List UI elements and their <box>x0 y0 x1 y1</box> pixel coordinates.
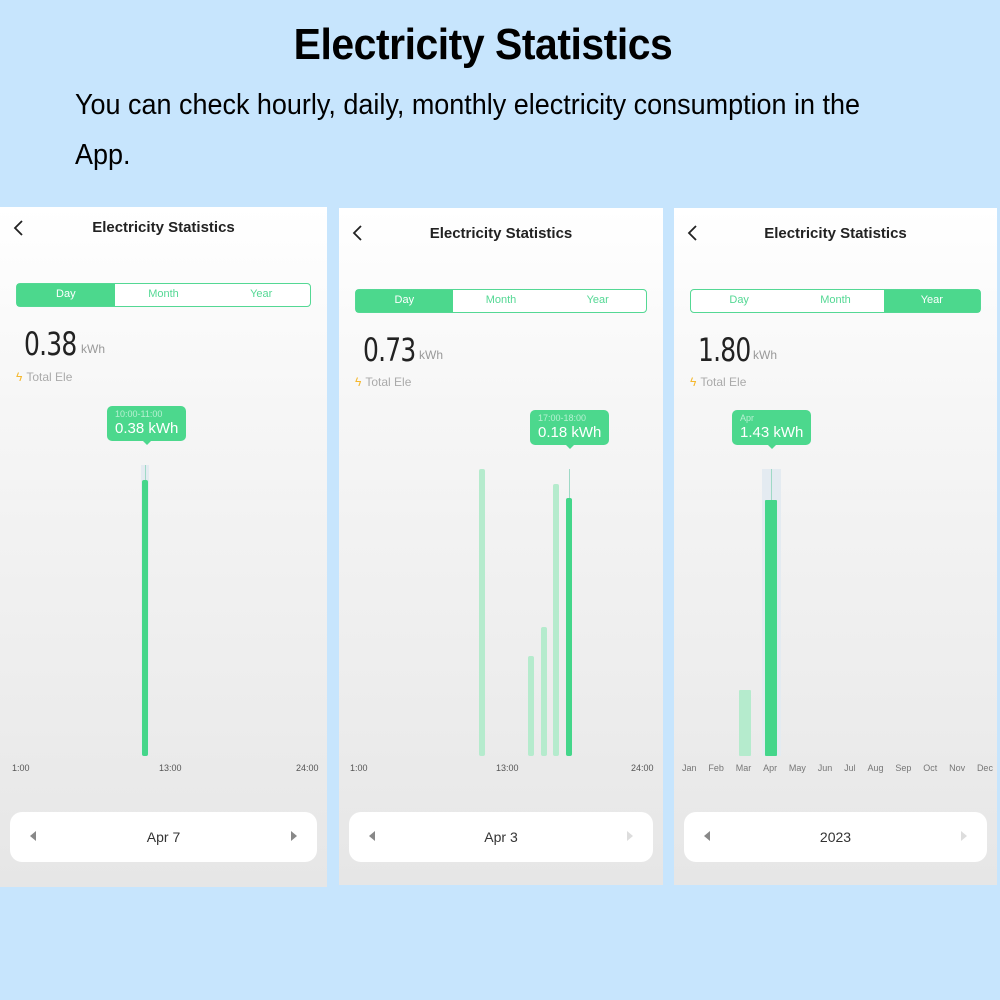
total-label: Total Ele <box>365 375 412 389</box>
x-axis-label: 1:00 <box>12 763 30 773</box>
total-label-row: ϟ Total Ele <box>355 375 411 389</box>
bar-tooltip: 17:00-18:00 0.18 kWh <box>530 410 610 449</box>
x-axis-label: 24:00 <box>296 763 319 773</box>
tooltip-value: 0.38 kWh <box>115 420 179 437</box>
prev-arrow-icon[interactable] <box>30 831 36 841</box>
x-axis-label: Dec <box>976 763 993 773</box>
lightning-bolt-icon: ϟ <box>355 375 362 389</box>
year-label: 2023 <box>819 829 852 845</box>
x-axis-label: Apr <box>763 763 778 773</box>
tab-month[interactable]: Month <box>820 294 851 306</box>
chart-bar[interactable] <box>479 469 485 756</box>
chart-area <box>339 463 663 756</box>
chart-bar[interactable] <box>553 484 559 756</box>
lightning-bolt-icon: ϟ <box>16 370 23 384</box>
chart-bar-apr-selected[interactable] <box>765 500 777 756</box>
chart-bar[interactable] <box>528 656 534 756</box>
total-value: 0.73 <box>363 331 416 369</box>
x-axis-label: Jun <box>817 763 833 773</box>
tab-day[interactable]: Day <box>729 294 749 306</box>
tab-year[interactable]: Year <box>250 288 273 300</box>
prev-arrow-icon[interactable] <box>369 831 375 841</box>
total-unit: kWh <box>81 342 105 356</box>
period-tabs: Day Month Year <box>16 283 311 307</box>
chart-area <box>0 457 327 756</box>
date-navigator: Apr 7 <box>10 812 317 862</box>
next-arrow-icon[interactable] <box>291 831 297 841</box>
lightning-bolt-icon: ϟ <box>690 375 697 389</box>
period-tabs: Day Month Year <box>355 289 647 313</box>
tooltip-period: Apr <box>740 413 755 423</box>
chart-bar[interactable] <box>142 480 148 756</box>
date-label: Apr 7 <box>146 829 181 845</box>
total-value: 1.80 <box>698 331 751 369</box>
period-tabs: Day Month Year <box>690 289 981 313</box>
phone-screen-year-2023: Electricity Statistics Day Month Year 1.… <box>674 208 997 885</box>
x-axis-label: 13:00 <box>159 763 182 773</box>
x-axis-label: Aug <box>867 763 884 773</box>
next-arrow-icon[interactable] <box>627 831 633 841</box>
prev-arrow-icon[interactable] <box>704 831 710 841</box>
tooltip-value: 0.18 kWh <box>538 424 602 441</box>
back-button[interactable] <box>12 219 26 236</box>
total-unit: kWh <box>753 348 777 362</box>
total-label: Total Ele <box>26 370 73 384</box>
tab-year[interactable]: Year <box>883 290 980 312</box>
x-axis-label: 1:00 <box>350 763 368 773</box>
tooltip-period: 10:00-11:00 <box>115 409 163 419</box>
x-axis-label: Mar <box>735 763 752 773</box>
total-label: Total Ele <box>700 375 747 389</box>
tooltip-period: 17:00-18:00 <box>538 413 587 423</box>
x-axis-label: May <box>788 763 806 773</box>
x-axis-label: 24:00 <box>631 763 654 773</box>
bar-cursor-line <box>771 469 772 500</box>
page-heading: Electricity Statistics <box>293 20 673 69</box>
date-navigator: Apr 3 <box>349 812 653 862</box>
phone-screen-day-apr7: Electricity Statistics Day Month Year 0.… <box>0 207 327 887</box>
bar-tooltip: 10:00-11:00 0.38 kWh <box>107 406 187 445</box>
x-axis-label: Nov <box>949 763 966 773</box>
next-arrow-icon[interactable] <box>961 831 967 841</box>
x-axis-label: 13:00 <box>496 763 519 773</box>
phone-screen-day-apr3: Electricity Statistics Day Month Year 0.… <box>339 208 663 885</box>
date-label: Apr 3 <box>484 829 518 845</box>
screen-title: Electricity Statistics <box>764 225 907 242</box>
bar-cursor-line <box>145 465 146 485</box>
tab-day[interactable]: Day <box>17 284 115 306</box>
chevron-left-icon <box>352 225 362 241</box>
bar-cursor-line <box>569 469 570 499</box>
total-label-row: ϟ Total Ele <box>690 375 746 389</box>
back-button[interactable] <box>686 224 700 241</box>
month-axis: Jan Feb Mar Apr May Jun Jul Aug Sep Oct … <box>682 763 993 773</box>
screen-title: Electricity Statistics <box>429 225 573 242</box>
x-axis-label: Jan <box>682 763 697 773</box>
total-unit: kWh <box>419 348 443 362</box>
x-axis-label: Sep <box>895 763 912 773</box>
chevron-left-icon <box>687 225 697 241</box>
chart-bar[interactable] <box>541 627 547 756</box>
chart-area <box>674 469 997 756</box>
year-navigator: 2023 <box>684 812 987 862</box>
x-axis-label: Jul <box>844 763 856 773</box>
total-label-row: ϟ Total Ele <box>16 370 72 384</box>
screen-title: Electricity Statistics <box>92 219 235 236</box>
chart-bar-selected[interactable] <box>566 498 572 756</box>
page-subtitle: You can check hourly, daily, monthly ele… <box>75 89 861 171</box>
tab-day[interactable]: Day <box>356 290 453 312</box>
tab-month[interactable]: Month <box>485 294 517 306</box>
tab-year[interactable]: Year <box>586 294 609 306</box>
chevron-left-icon <box>13 220 23 236</box>
tooltip-value: 1.43 kWh <box>740 424 804 441</box>
bar-tooltip: Apr 1.43 kWh <box>732 410 812 449</box>
total-value: 0.38 <box>24 325 77 363</box>
x-axis-label: Feb <box>708 763 724 773</box>
x-axis-label: Oct <box>923 763 938 773</box>
chart-bar-mar[interactable] <box>739 690 751 756</box>
tab-month[interactable]: Month <box>148 288 179 300</box>
back-button[interactable] <box>351 224 365 241</box>
